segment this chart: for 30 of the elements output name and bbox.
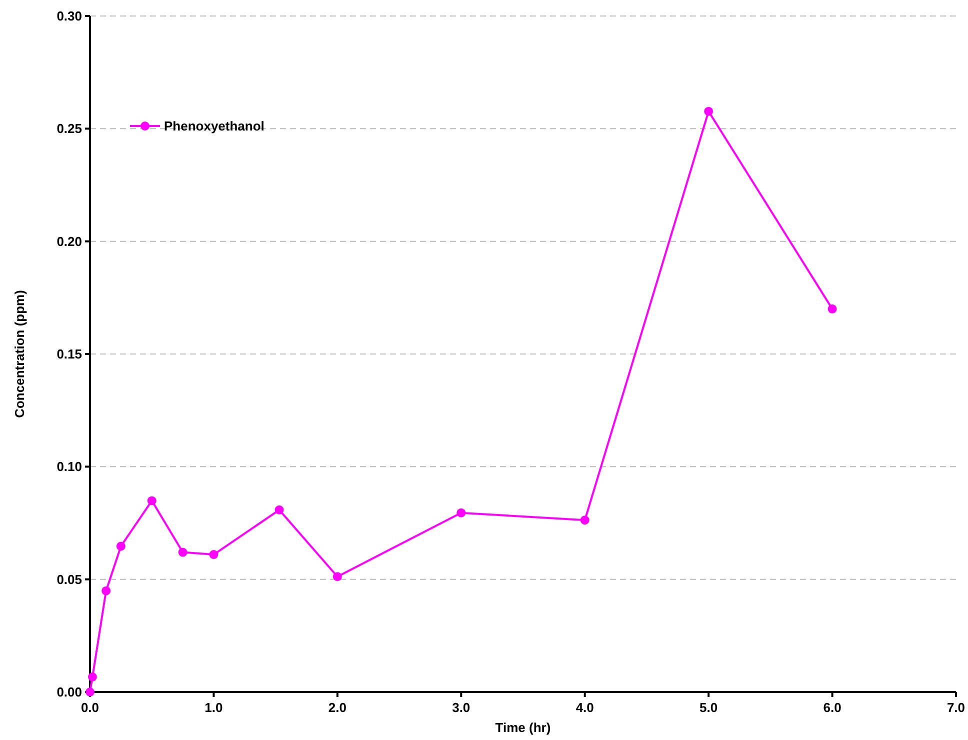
point	[332, 572, 342, 582]
point	[580, 516, 590, 525]
x-tick-label: 2.0	[328, 700, 346, 715]
point	[704, 106, 714, 116]
point	[88, 672, 97, 682]
y-tick-label: 0.10	[56, 459, 82, 474]
y-tick-label: 0.30	[56, 8, 82, 24]
x-tick-label: 5.0	[700, 700, 718, 715]
point	[178, 548, 188, 557]
legend-label: Phenoxyethanol	[164, 118, 264, 134]
point	[274, 505, 284, 514]
x-tick-label: 3.0	[452, 700, 470, 715]
y-tick-label: 0.05	[56, 572, 82, 587]
x-axis-title: Time (hr)	[495, 720, 551, 735]
x-tick-label: 4.0	[576, 700, 594, 715]
y-tick-label: 0.15	[56, 346, 82, 362]
point	[116, 542, 126, 551]
point	[209, 550, 218, 560]
x-tick-label: 0.0	[80, 700, 100, 715]
x-tick-label: 7.0	[946, 700, 966, 715]
y-tick-label: 0.20	[56, 234, 82, 249]
point	[456, 508, 466, 518]
point	[102, 586, 111, 596]
x-tick-label: 6.0	[823, 700, 842, 715]
point	[828, 304, 837, 314]
y-tick-label: 0.00	[56, 684, 82, 700]
y-tick-label: 0.25	[56, 121, 82, 136]
y-axis-title: Concentration (ppm)	[12, 290, 27, 418]
point	[147, 496, 156, 506]
x-tick-label: 1.0	[204, 700, 223, 715]
